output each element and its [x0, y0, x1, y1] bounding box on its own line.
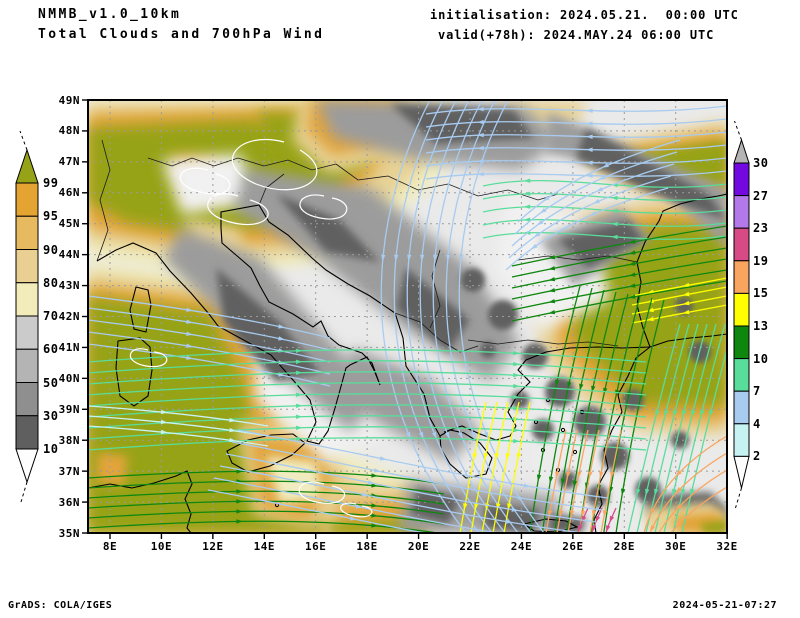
cloud-colorbar-label: 10 [43, 442, 59, 456]
wind-colorbar-segment [733, 358, 750, 392]
cloud-colorbar-label: 70 [43, 309, 59, 323]
x-axis-label: 24E [510, 540, 533, 553]
y-axis-label: 47N [58, 155, 80, 169]
creation-stamp: 2024-05-21-07:27 [672, 600, 777, 611]
cloud-colorbar-segment [15, 282, 39, 317]
wind-colorbar-label: 4 [753, 416, 761, 431]
y-axis-label: 41N [58, 340, 80, 354]
cloud-colorbar-arrow-bottom [15, 448, 39, 484]
wind-colorbar-segment [733, 162, 750, 197]
map-area [88, 100, 727, 533]
y-axis-label: 38N [58, 433, 80, 447]
y-axis-label: 44N [58, 248, 80, 262]
x-axis-label: 26E [562, 540, 584, 553]
x-axis-label: 14E [253, 540, 275, 553]
cloud-colorbar-segment [15, 382, 39, 417]
wind-colorbar-segment [733, 423, 750, 457]
page-subtitle: Total Clouds and 700hPa Wind [38, 27, 325, 42]
cloud-colorbar-label: 80 [43, 275, 59, 290]
x-axis-label: 22E [459, 540, 481, 553]
grads-credit: GrADS: COLA/IGES [8, 600, 113, 611]
page-title: NMMB_v1.0_10km [38, 7, 182, 22]
cloud-colorbar-segment [15, 182, 39, 217]
x-axis-label: 18E [356, 540, 378, 553]
y-axis-label: 42N [58, 310, 80, 323]
wind-colorbar-label: 13 [753, 319, 769, 333]
y-axis-label: 49N [58, 93, 80, 107]
wind-colorbar-arrow-bottom [733, 455, 750, 489]
wind-colorbar-segment [733, 390, 750, 425]
wind-colorbar-label: 27 [753, 188, 769, 203]
wind-colorbar-segment [733, 325, 750, 360]
wind-colorbar-label: 23 [753, 221, 769, 236]
cloud-colorbar-label: 60 [43, 342, 59, 357]
x-axis-label: 10E [150, 540, 173, 553]
wind-colorbar-label: 30 [753, 156, 769, 170]
wind-colorbar-label: 10 [753, 351, 769, 366]
init-time-label: initialisation: 2024.05.21. 00:00 UTC [430, 8, 739, 22]
x-axis-label: 28E [613, 540, 635, 553]
y-axis-label: 39N [58, 402, 80, 416]
x-axis-label: 8E [102, 540, 118, 553]
cloud-colorbar-segment [15, 315, 39, 350]
wind-colorbar-segment [733, 260, 750, 294]
y-axis-label: 35N [58, 526, 80, 540]
cloud-colorbar-label: 50 [43, 375, 59, 390]
wind-colorbar-segment [733, 195, 750, 229]
y-axis-label: 45N [58, 217, 80, 231]
wind-colorbar-arrow-top [733, 138, 750, 164]
y-axis-label: 46N [58, 186, 80, 200]
valid-time-label: valid(+78h): 2024.MAY.24 06:00 UTC [438, 28, 715, 42]
wind-colorbar-label: 15 [753, 286, 769, 301]
x-axis-label: 16E [305, 540, 327, 553]
y-axis-label: 37N [58, 464, 80, 478]
y-axis-label: 40N [58, 371, 80, 385]
cloud-colorbar-segment [15, 249, 39, 284]
cloud-colorbar-label: 95 [43, 209, 59, 224]
wind-colorbar-label: 2 [753, 449, 761, 464]
y-axis-label: 43N [58, 279, 80, 293]
cloud-colorbar-segment [15, 415, 39, 450]
cloud-colorbar-label: 99 [43, 176, 59, 190]
wind-colorbar-label: 19 [753, 253, 769, 268]
y-axis-label: 36N [58, 495, 80, 509]
cloud-colorbar-label: 90 [43, 242, 59, 257]
x-axis-label: 30E [665, 540, 687, 553]
wind-colorbar-segment [733, 292, 750, 327]
wind-colorbar-segment [733, 227, 750, 262]
cloud-colorbar-label: 30 [43, 408, 59, 423]
cloud-colorbar-arrow-top [15, 148, 39, 184]
y-axis-label: 48N [58, 124, 80, 138]
cloud-colorbar-segment [15, 348, 39, 383]
x-axis-label: 32E [716, 540, 738, 553]
x-axis-label: 20E [407, 540, 430, 553]
cloud-colorbar-segment [15, 215, 39, 250]
wind-colorbar-label: 7 [753, 384, 761, 399]
x-axis-label: 12E [202, 540, 224, 553]
